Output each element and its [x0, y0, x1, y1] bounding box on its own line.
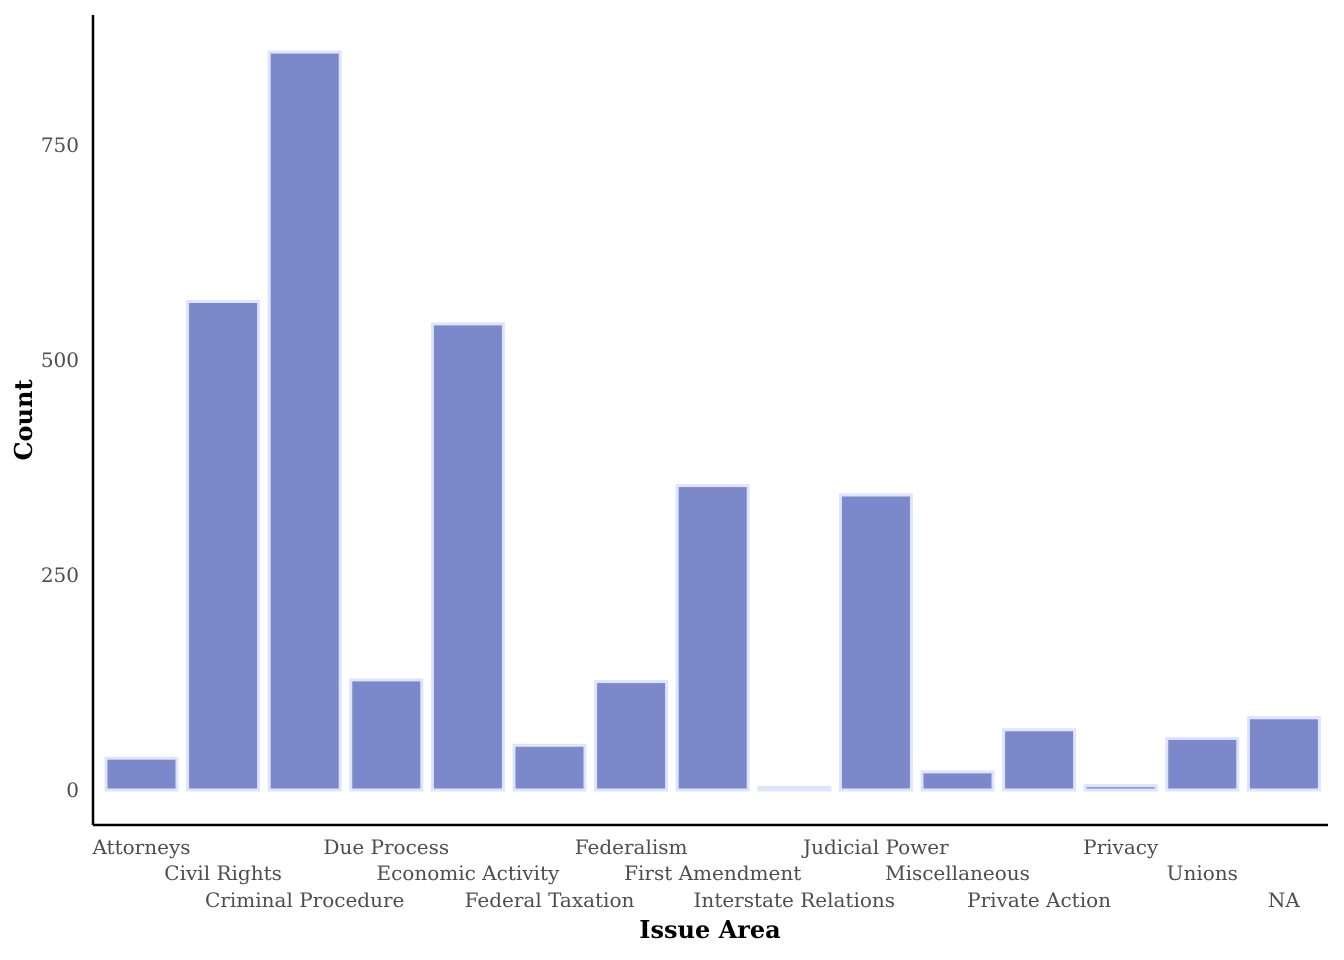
x-tick-label: Interstate Relations [694, 888, 896, 912]
bar-miscellaneous [920, 770, 995, 792]
x-tick-label: Federalism [575, 835, 688, 859]
x-tick-label: Civil Rights [164, 861, 282, 885]
x-tick-label: Miscellaneous [885, 861, 1030, 885]
y-tick-label: 500 [41, 348, 79, 372]
y-tick-labels: 0 250 500 750 [41, 133, 79, 802]
x-tick-label: NA [1268, 888, 1301, 912]
bar-interstate-relations [757, 785, 832, 792]
x-tick-label: Federal Taxation [465, 888, 635, 912]
bar-first-amendment [675, 484, 750, 792]
x-tick-label: Unions [1167, 861, 1238, 885]
y-axis-title: Count [9, 379, 38, 460]
bar-attorneys [104, 756, 179, 792]
bar-federalism [594, 680, 669, 792]
bar-civil-rights [186, 300, 261, 792]
y-tick-label: 250 [41, 563, 79, 587]
x-tick-label: Economic Activity [377, 861, 560, 885]
bar-judicial-power [838, 493, 913, 792]
x-tick-label: Due Process [323, 835, 449, 859]
bar-due-process [349, 678, 424, 792]
bar-private-action [1002, 728, 1077, 792]
y-tick-label: 750 [41, 133, 79, 157]
bar-economic-activity [430, 322, 505, 792]
bar-federal-taxation [512, 743, 587, 792]
bar-criminal-procedure [267, 50, 342, 792]
x-tick-label: Attorneys [91, 835, 190, 859]
x-tick-label: First Amendment [624, 861, 801, 885]
bar-privacy [1083, 784, 1158, 792]
x-tick-label: Private Action [967, 888, 1111, 912]
bar-na [1246, 716, 1321, 792]
x-axis-title: Issue Area [639, 915, 780, 944]
bar-unions [1165, 736, 1240, 792]
x-tick-label: Privacy [1083, 835, 1159, 859]
bars-group [104, 50, 1321, 792]
y-tick-label: 0 [66, 778, 79, 802]
x-tick-label: Criminal Procedure [205, 888, 404, 912]
x-tick-label: Judicial Power [801, 835, 949, 859]
